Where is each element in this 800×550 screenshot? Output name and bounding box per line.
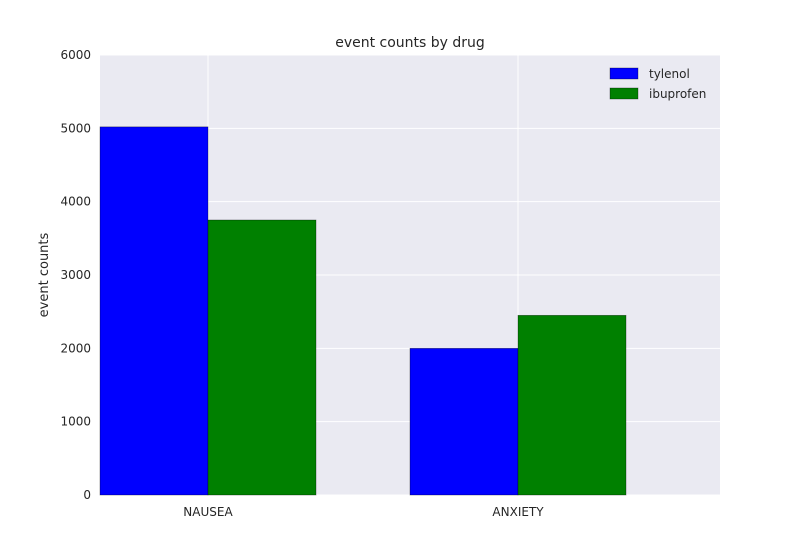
legend-label-tylenol: tylenol xyxy=(649,67,690,81)
bar-tylenol-nausea xyxy=(99,126,209,496)
y-tick-label: 2000 xyxy=(60,341,91,355)
bar-tylenol-anxiety xyxy=(409,347,519,496)
bar-layer xyxy=(99,126,627,496)
y-tick-label: 5000 xyxy=(60,121,91,135)
y-tick-label: 4000 xyxy=(60,195,91,209)
bar-ibuprofen-anxiety xyxy=(517,314,627,496)
y-tick-label: 0 xyxy=(83,488,91,502)
legend-swatch-tylenol xyxy=(609,67,639,80)
chart-title: event counts by drug xyxy=(335,35,485,51)
legend-label-ibuprofen: ibuprofen xyxy=(649,87,706,101)
x-tick-label: ANXIETY xyxy=(492,505,544,519)
tick-layer: 0 1000 2000 3000 4000 5000 6000 NAUSEA ANXIETY xyxy=(60,48,544,519)
y-tick-label: 1000 xyxy=(60,415,91,429)
y-tick-label: 3000 xyxy=(60,268,91,282)
bar-ibuprofen-nausea xyxy=(207,219,317,496)
legend-swatch-ibuprofen xyxy=(609,87,639,100)
y-axis-label: event counts xyxy=(37,232,52,317)
x-tick-label: NAUSEA xyxy=(183,505,233,519)
y-tick-label: 6000 xyxy=(60,48,91,62)
legend: tylenol ibuprofen xyxy=(609,67,706,101)
